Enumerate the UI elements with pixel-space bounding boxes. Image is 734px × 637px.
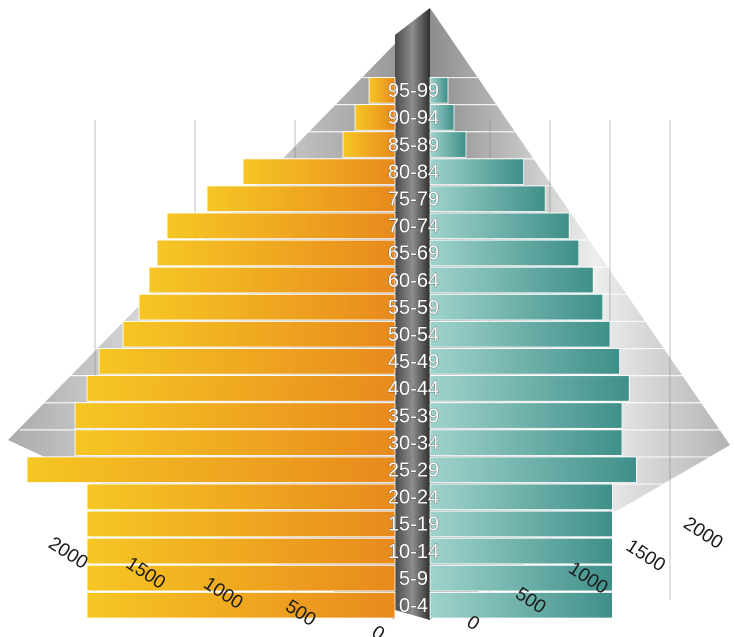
bar-left-70-74 <box>166 212 396 240</box>
age-label-40-44: 40-44 <box>388 378 439 400</box>
bar-right-85-89 <box>429 131 467 158</box>
bar-left-90-94 <box>354 104 396 131</box>
age-label-90-94: 90-94 <box>388 107 439 129</box>
bar-left-40-44 <box>86 375 396 402</box>
bar-left-30-34 <box>74 429 396 456</box>
tick-left-2000: 2000 <box>45 533 92 574</box>
tick-right-2000: 2000 <box>680 513 727 554</box>
bar-left-25-29 <box>26 456 396 483</box>
age-label-5-9: 5-9 <box>399 568 428 590</box>
age-label-45-49: 45-49 <box>388 351 439 373</box>
age-label-95-99: 95-99 <box>388 80 439 102</box>
bar-right-30-34 <box>429 429 623 456</box>
age-label-15-19: 15-19 <box>388 514 439 536</box>
bar-right-25-29 <box>429 456 637 483</box>
bar-right-20-24 <box>429 483 613 511</box>
bar-left-80-84 <box>242 158 396 185</box>
bar-left-75-79 <box>206 185 396 212</box>
tick-left-0: 0 <box>368 622 388 637</box>
bar-right-90-94 <box>429 104 455 131</box>
bar-right-70-74 <box>429 212 570 240</box>
bar-right-60-64 <box>429 266 594 294</box>
bar-left-0-4 <box>86 592 396 619</box>
age-label-75-79: 75-79 <box>388 188 439 210</box>
age-label-65-69: 65-69 <box>388 243 439 265</box>
bar-left-60-64 <box>148 266 396 294</box>
age-label-30-34: 30-34 <box>388 432 439 454</box>
bar-right-40-44 <box>429 375 630 402</box>
age-labels: 0-4 5-9 10-14 15-19 20-24 25-29 30-34 35-39 40-4… <box>388 80 440 617</box>
tick-right-1500: 1500 <box>622 536 669 577</box>
bar-left-5-9 <box>86 564 396 592</box>
age-label-0-4: 0-4 <box>399 595 428 617</box>
age-label-25-29: 25-29 <box>388 459 439 481</box>
bar-right-45-49 <box>429 348 621 375</box>
age-label-35-39: 35-39 <box>388 405 439 427</box>
bar-right-15-19 <box>429 510 613 538</box>
bar-right-75-79 <box>429 185 546 212</box>
bar-right-10-14 <box>429 537 613 565</box>
age-label-85-89: 85-89 <box>388 134 439 156</box>
bar-right-0-4 <box>429 592 613 619</box>
age-label-60-64: 60-64 <box>388 270 439 292</box>
bar-left-20-24 <box>86 483 396 511</box>
bar-right-5-9 <box>429 564 613 592</box>
bar-left-10-14 <box>86 537 396 565</box>
bar-left-50-54 <box>122 321 396 348</box>
age-label-70-74: 70-74 <box>388 216 439 238</box>
bar-left-55-59 <box>138 293 396 321</box>
bar-right-65-69 <box>429 239 580 267</box>
bar-left-15-19 <box>86 510 396 538</box>
age-label-10-14: 10-14 <box>388 541 439 563</box>
bar-right-95-99 <box>429 77 449 104</box>
bar-right-35-39 <box>429 402 623 429</box>
bars <box>26 77 637 619</box>
age-label-20-24: 20-24 <box>388 487 439 509</box>
bar-left-45-49 <box>98 348 396 375</box>
age-spine <box>395 8 430 620</box>
bar-right-55-59 <box>429 293 604 321</box>
bar-right-80-84 <box>429 158 524 185</box>
bar-left-35-39 <box>74 402 396 429</box>
age-label-55-59: 55-59 <box>388 297 439 319</box>
bar-right-50-54 <box>429 321 611 348</box>
bar-left-95-99 <box>368 77 396 104</box>
age-label-80-84: 80-84 <box>388 161 439 183</box>
bar-left-65-69 <box>156 239 396 267</box>
bar-left-85-89 <box>342 131 396 158</box>
age-label-50-54: 50-54 <box>388 324 439 346</box>
